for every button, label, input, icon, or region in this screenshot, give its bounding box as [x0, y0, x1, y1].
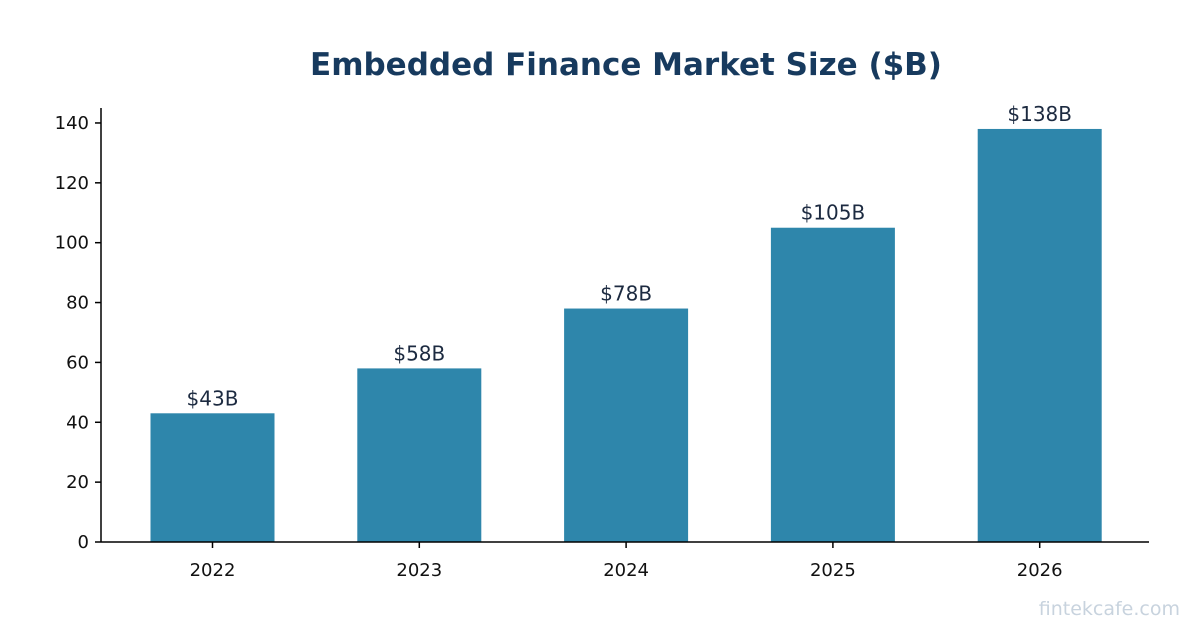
y-tick-label-140: 140	[55, 113, 89, 134]
y-tick-label-40: 40	[66, 412, 89, 433]
bar-2022	[150, 413, 275, 542]
data-label-2025: $105B	[801, 201, 866, 225]
x-tick-label-2023: 2023	[396, 560, 442, 581]
data-label-2022: $43B	[187, 386, 239, 410]
x-tick-label-2025: 2025	[810, 560, 856, 581]
bar-2023	[357, 368, 482, 542]
y-tick-label-20: 20	[66, 472, 89, 493]
bars-layer	[150, 128, 1102, 543]
watermark: fintekcafe.com	[1038, 598, 1180, 620]
axes-layer	[95, 108, 1149, 548]
labels-layer: $43B 2022 $58B 2023 $78B 2024 $105B 2025 $138B 20…	[55, 102, 1072, 581]
x-tick-label-2022: 2022	[190, 560, 236, 581]
y-tick-label-0: 0	[78, 532, 89, 553]
data-label-2026: $138B	[1007, 102, 1072, 126]
y-tick-label-80: 80	[66, 293, 89, 314]
bar-2025	[770, 227, 895, 543]
chart-title: Embedded Finance Market Size ($B)	[310, 47, 942, 83]
y-tick-label-100: 100	[55, 233, 89, 254]
bar-2024	[564, 308, 689, 542]
x-tick-label-2026: 2026	[1017, 560, 1063, 581]
bar-2026	[977, 128, 1102, 542]
data-label-2023: $58B	[393, 341, 445, 365]
data-label-2024: $78B	[600, 282, 652, 306]
y-tick-label-120: 120	[55, 173, 89, 194]
x-tick-label-2024: 2024	[603, 560, 649, 581]
y-tick-label-60: 60	[66, 352, 89, 373]
